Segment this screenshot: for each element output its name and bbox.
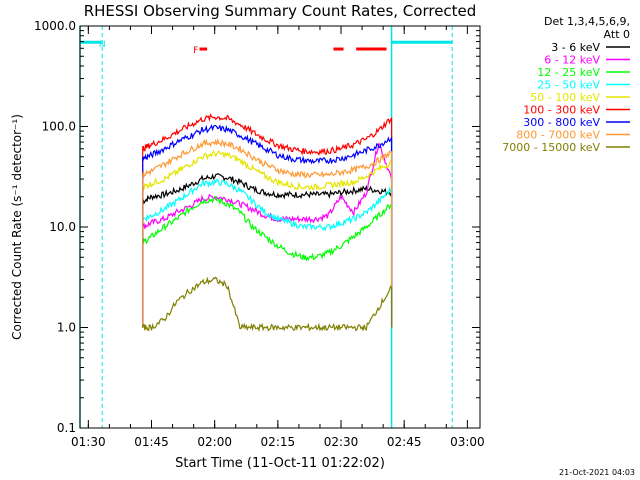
legend-label-7: 800 - 7000 keV [516, 129, 600, 142]
annotation-f: F [193, 46, 198, 56]
series-line-3 [142, 178, 393, 328]
legend-label-0: 3 - 6 keV [551, 41, 600, 54]
plot-frame [79, 25, 481, 429]
annotation-n: N [99, 40, 106, 50]
y-axis: 0.1 1.0 10.0 100.0 1000.0 [34, 19, 480, 435]
series-line-0 [142, 173, 393, 328]
series-line-2 [142, 196, 393, 328]
x-tick-label-6: 03:00 [450, 435, 485, 449]
legend-label-8: 7000 - 15000 keV [502, 141, 600, 154]
x-tick-label-5: 02:45 [387, 435, 422, 449]
legend-header-line-1: Det 1,3,4,5,6,9, [544, 15, 630, 28]
legend-label-5: 100 - 300 keV [523, 104, 600, 117]
y-tick-label-4: 1000.0 [34, 19, 76, 33]
series-line-6 [142, 124, 393, 328]
y-tick-label-2: 10.0 [49, 220, 76, 234]
chart-title: RHESSI Observing Summary Count Rates, Co… [84, 2, 477, 20]
x-tick-label-3: 02:15 [261, 435, 296, 449]
x-tick-label-1: 01:45 [134, 435, 169, 449]
series-line-4 [142, 149, 393, 328]
y-axis-label: Corrected Count Rate (s⁻¹ detector⁻¹) [10, 114, 24, 340]
x-axis: 01:30 01:45 02:00 02:15 02:30 02:45 03:00 [71, 26, 485, 449]
x-tick-label-0: 01:30 [71, 435, 106, 449]
legend-label-3: 25 - 50 keV [537, 79, 600, 92]
legend-header-line-2: Att 0 [604, 28, 630, 41]
legend-label-6: 300 - 800 keV [523, 116, 600, 129]
legend-label-2: 12 - 25 keV [537, 66, 600, 79]
legend-label-4: 50 - 100 keV [530, 91, 600, 104]
y-tick-label-3: 100.0 [42, 120, 76, 134]
y-tick-label-0: 0.1 [57, 421, 76, 435]
series-line-7 [142, 137, 393, 328]
series-line-1 [142, 142, 393, 328]
x-tick-label-4: 02:30 [324, 435, 359, 449]
series-line-8 [142, 276, 393, 333]
series-line-5 [142, 113, 393, 328]
legend-label-1: 6 - 12 keV [544, 54, 600, 67]
timestamp: 21-Oct-2021 04:03 [559, 468, 635, 477]
x-axis-label: Start Time (11-Oct-11 01:22:02) [175, 456, 385, 471]
y-tick-label-1: 1.0 [57, 321, 76, 335]
x-tick-label-2: 02:00 [197, 435, 232, 449]
